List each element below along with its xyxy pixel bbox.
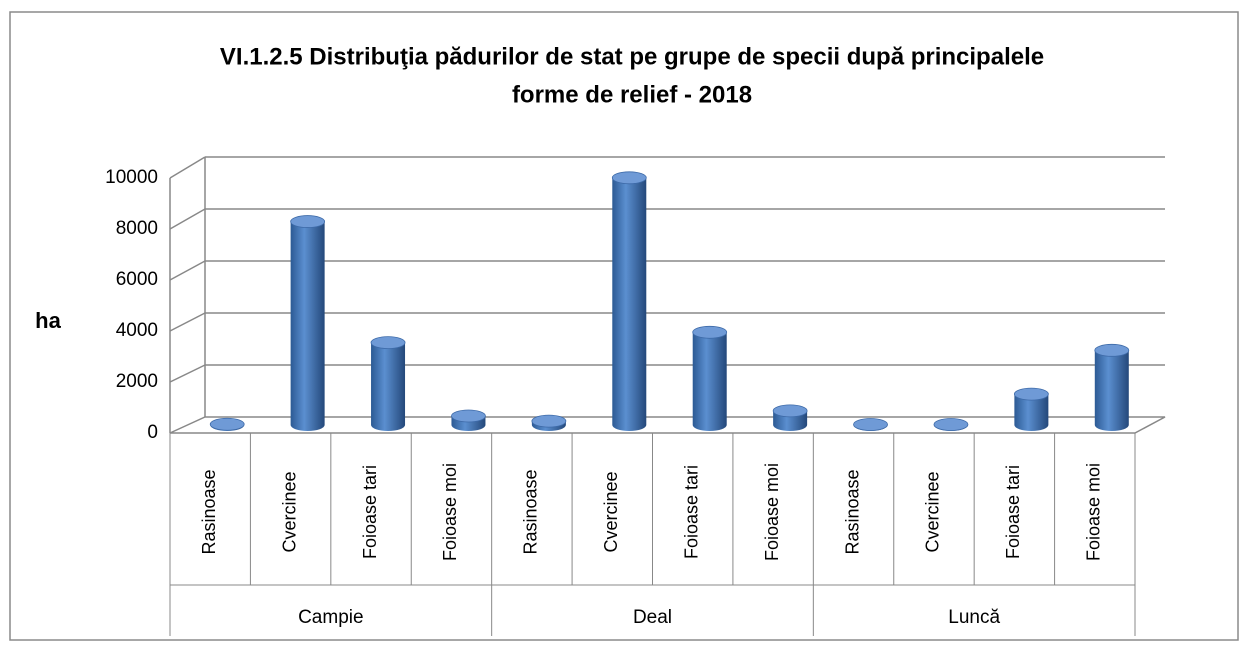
x-tick-label: Foioase moi [762,463,782,561]
x-tick-label: Cvercinee [279,471,299,552]
grid-line [169,312,206,332]
bar-top [853,418,888,431]
bar [692,332,727,431]
bar-top [451,409,486,423]
x-tick-label: Foioase tari [681,465,701,559]
x-tick-label: Rasinoase [521,469,541,554]
bar-top [209,417,245,431]
bar-top [531,414,567,428]
bar [612,177,647,431]
x-tick-label: Rasinoase [199,469,219,554]
group-label: Deal [633,607,672,628]
bar-top [611,171,647,185]
bar-top [1013,387,1049,401]
y-tick-label: 4000 [116,320,158,341]
x-tick-label: Rasinoase [842,469,862,554]
bar-top [1094,343,1130,357]
group-label: Luncă [948,607,1000,628]
grid-line [169,364,206,383]
x-tick-label: Foioase tari [360,465,380,559]
bar [290,221,325,431]
bar-top [692,325,728,339]
bar [1094,350,1129,431]
x-tick-label: Cvercinee [601,471,621,552]
bar-top [370,336,406,350]
chart-title: forme de relief - 2018 [512,81,752,108]
y-tick-label: 0 [147,422,158,443]
y-tick-label: 10000 [105,167,158,188]
x-tick-label: Cvercinee [923,471,943,552]
y-tick-label: 8000 [116,218,158,239]
x-tick-label: Foioase moi [440,463,460,561]
y-tick-label: 6000 [116,269,158,290]
bar [1014,394,1049,431]
bar-top [933,418,969,431]
x-tick-label: Foioase tari [1003,465,1023,559]
grid-line [169,156,206,179]
bar-top [772,404,808,418]
bar [371,342,406,431]
y-axis-label: ha [35,308,61,333]
grid-line [169,260,206,281]
x-tick-label: Foioase moi [1084,463,1104,561]
chart-title: VI.1.2.5 Distribuţia pădurilor de stat p… [220,43,1044,70]
grid-line [169,208,206,230]
y-tick-label: 2000 [116,371,158,392]
group-label: Campie [298,607,363,628]
bar-top [290,215,326,228]
